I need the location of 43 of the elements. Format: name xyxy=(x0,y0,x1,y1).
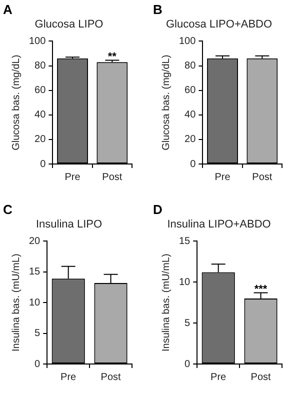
y-tick-label: 40 xyxy=(34,110,46,121)
x-tick-label: Post xyxy=(100,372,122,383)
chart-title: Insulina LIPO xyxy=(36,218,102,231)
y-tick-label: 20 xyxy=(34,134,46,146)
x-tick-label: Pre xyxy=(210,372,227,383)
annotation: ** xyxy=(108,50,118,63)
x-tick-label: Pre xyxy=(214,172,231,183)
text: A xyxy=(3,2,13,18)
text: B xyxy=(153,2,162,18)
y-tick-label: 100 xyxy=(28,36,46,47)
y-tick-label: 60 xyxy=(34,85,46,96)
y-tick-label: 40 xyxy=(184,110,196,121)
y-axis-title: Insulina bas. (mU/mL) xyxy=(10,254,22,352)
y-tick-label: 15 xyxy=(179,236,191,247)
y-tick-label: 60 xyxy=(184,85,196,96)
y-tick-label: 10 xyxy=(179,276,191,288)
y-tick-label: 10 xyxy=(29,297,41,308)
x-tick-label: Post xyxy=(250,372,272,383)
y-tick-label: 0 xyxy=(40,158,46,170)
chart-title: Glucosa LIPO+ABDO xyxy=(166,18,272,31)
x-tick-label: Post xyxy=(102,172,122,183)
x-tick-label: Post xyxy=(252,172,272,183)
y-tick-label: 20 xyxy=(29,236,41,247)
y-tick-label: 0 xyxy=(184,358,191,370)
chart-title: Insulina LIPO+ABDO xyxy=(167,218,272,231)
y-tick-label: 100 xyxy=(178,36,196,47)
x-tick-label: Pre xyxy=(60,372,77,383)
text: D xyxy=(153,202,162,218)
y-tick-label: 0 xyxy=(34,358,41,370)
x-tick-label: Pre xyxy=(64,172,81,183)
y-axis-title: Glucosa bas. (mg/dL) xyxy=(160,54,172,150)
y-tick-label: 5 xyxy=(34,328,41,340)
y-tick-label: 20 xyxy=(184,134,196,146)
y-tick-label: 80 xyxy=(184,60,196,72)
text: C xyxy=(3,202,13,218)
y-axis-title: Insulina bas. (mU/mL) xyxy=(160,254,172,352)
y-tick-label: 15 xyxy=(29,266,41,278)
chart-title: Glucosa LIPO xyxy=(34,18,104,31)
y-tick-label: 80 xyxy=(34,60,46,72)
annotation: *** xyxy=(254,283,268,296)
y-tick-label: 0 xyxy=(190,158,196,170)
y-tick-label: 5 xyxy=(184,318,191,329)
y-axis-title: Glucosa bas. (mg/dL) xyxy=(10,54,22,150)
